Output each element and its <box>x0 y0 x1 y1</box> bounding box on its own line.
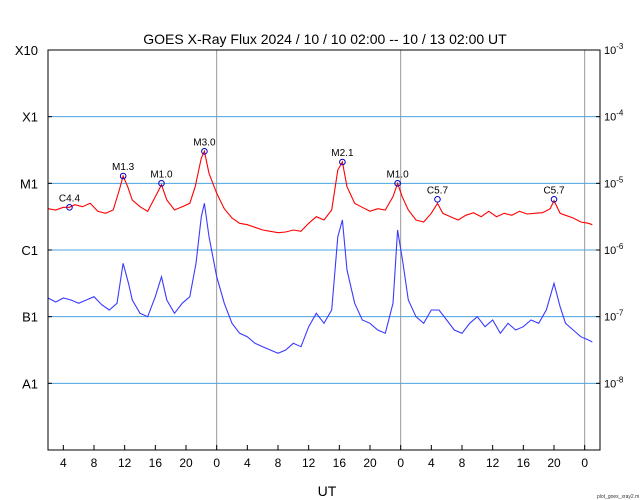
x-axis-tick-label: 12 <box>302 456 316 470</box>
left-axis-labels: X10 X1 M1 C1 B1 A1 <box>15 43 52 391</box>
flare-label: M1.0 <box>386 169 409 180</box>
right-axis-label: 10-4 <box>604 109 624 124</box>
x-axis-tick-label: 16 <box>333 456 347 470</box>
right-axis-label-base: 10 <box>604 178 616 190</box>
x-axis-tick-label: 16 <box>517 456 531 470</box>
left-axis-label: X10 <box>15 43 38 58</box>
right-axis-label: 10-3 <box>604 42 624 57</box>
left-axis-label: M1 <box>20 176 38 191</box>
grid-lines <box>48 116 600 384</box>
right-axis-label-exponent: -6 <box>616 242 624 251</box>
x-axis-tick-label: 4 <box>428 456 435 470</box>
flare-marker <box>158 180 165 187</box>
x-axis-tick-label: 12 <box>118 456 132 470</box>
right-axis-label-base: 10 <box>604 245 616 257</box>
right-axis-label-base: 10 <box>604 378 616 390</box>
x-axis-tick-label: 20 <box>179 456 193 470</box>
right-axis-label-exponent: -8 <box>616 375 624 384</box>
x-axis-tick-label: 20 <box>363 456 377 470</box>
x-axis-tick-label: 0 <box>397 456 404 470</box>
flare-label: M1.0 <box>150 169 173 180</box>
credit-text: plot_goes_xray2.m <box>597 494 639 500</box>
flare-marker <box>66 204 73 211</box>
flare-marker <box>339 158 346 166</box>
left-axis-label: B1 <box>22 310 38 325</box>
flare-marker <box>201 148 208 155</box>
x-axis-label: UT <box>318 483 337 499</box>
left-axis-label: C1 <box>21 243 38 258</box>
x-axis-tick-label: 8 <box>459 456 466 470</box>
x-axis-tick-label: 8 <box>91 456 98 470</box>
right-axis-label: 10-8 <box>604 375 624 390</box>
x-axis-tick-label: 4 <box>60 456 67 470</box>
flare-label: C5.7 <box>543 185 565 196</box>
x-axis-tick-label: 20 <box>547 456 561 470</box>
left-axis-label: A1 <box>22 376 38 391</box>
flare-marker <box>119 172 127 180</box>
flare-marker <box>394 180 401 187</box>
right-axis-label: 10-5 <box>604 175 624 190</box>
x-axis-tick-label: 8 <box>275 456 282 470</box>
flare-label: C5.7 <box>427 185 449 196</box>
flare-label: C4.4 <box>59 193 81 204</box>
x-axis-tick-label: 16 <box>149 456 163 470</box>
flare-label: M1.3 <box>112 162 135 173</box>
x-axis-tick-label: 12 <box>486 456 500 470</box>
flare-marker <box>550 196 558 203</box>
right-axis-labels: 10-310-410-510-610-710-8 <box>596 42 624 390</box>
x-axis-tick-label: 4 <box>244 456 251 470</box>
right-axis-label-exponent: -7 <box>616 309 624 318</box>
x-axis-tick-label: 0 <box>581 456 588 470</box>
right-axis-label-exponent: -4 <box>616 109 624 118</box>
series-lines <box>47 149 593 354</box>
right-axis-label-base: 10 <box>604 45 616 57</box>
right-axis-label-base: 10 <box>604 112 616 124</box>
right-axis-label-exponent: -5 <box>616 175 624 184</box>
x-axis-tick-label: 0 <box>213 456 220 470</box>
x-axis-ticks: 4 8 12 16 20 0 4 8 12 16 20 0 4 8 12 16 20 0 <box>60 445 588 470</box>
right-axis-label: 10-7 <box>604 309 624 324</box>
chart-title: GOES X-Ray Flux 2024 / 10 / 10 02:00 -- … <box>143 31 507 47</box>
right-axis-label-base: 10 <box>604 312 616 324</box>
series-line-0 <box>47 149 593 234</box>
right-axis-label: 10-6 <box>604 242 624 257</box>
flare-label: M3.0 <box>193 137 216 148</box>
left-axis-label: X1 <box>22 110 38 125</box>
series-line-1 <box>47 203 593 354</box>
flare-markers: C4.4 M1.3 M1.0 M3.0 M2.1 M1.0 C5.7 C5.7 <box>59 137 565 211</box>
flare-label: M2.1 <box>331 148 354 159</box>
right-axis-label-exponent: -3 <box>616 42 624 51</box>
flare-marker <box>434 196 441 203</box>
